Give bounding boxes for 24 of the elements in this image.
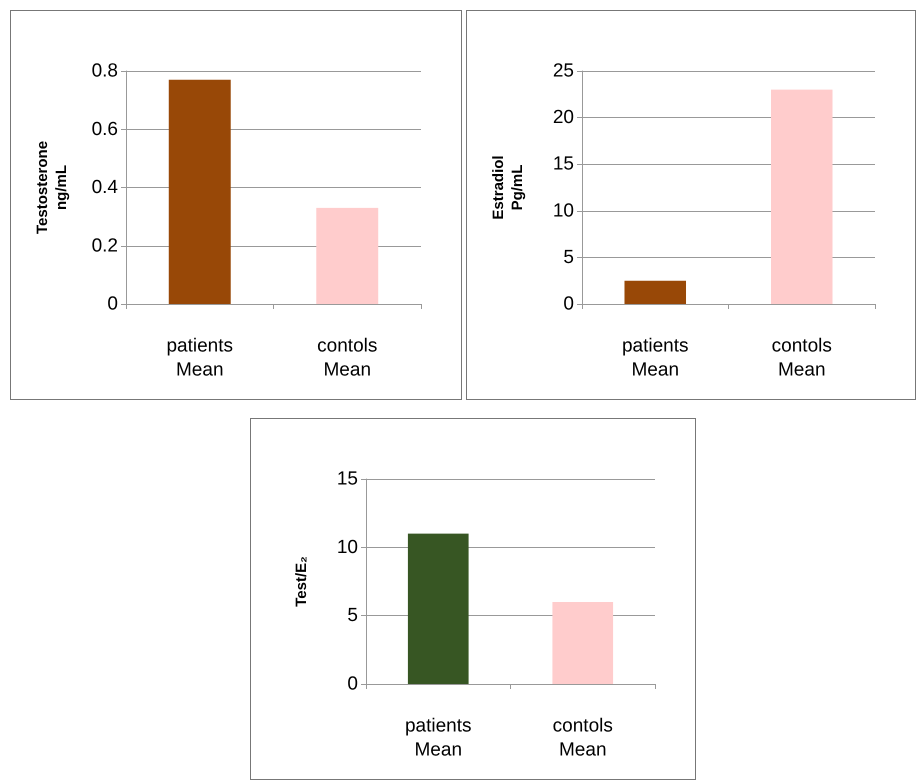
y-axis-title: Test/E₂ [293, 556, 310, 607]
y-tick-label: 0.2 [92, 235, 118, 256]
x-tick-label: patients Mean [622, 336, 689, 380]
y-tick-label: 5 [563, 246, 574, 268]
x-tick-label: patients Mean [166, 336, 234, 380]
y-tick-label: 0.6 [92, 118, 118, 140]
y-tick-label: 10 [552, 200, 574, 222]
y-tick-label: 0.8 [92, 60, 118, 82]
y-tick-label: 15 [336, 468, 358, 490]
y-axis-title: Estradiol Pg/mL [490, 155, 526, 220]
x-tick-label: contols Mean [317, 336, 378, 380]
y-tick-label: 25 [552, 60, 574, 82]
y-tick-label: 0 [107, 294, 118, 314]
y-tick-label: 0.4 [92, 177, 118, 198]
x-tick-label: patients Mean [404, 716, 472, 760]
x-tick-label: contols Mean [772, 336, 832, 380]
y-tick-label: 0 [563, 294, 574, 314]
y-tick-label: 10 [336, 536, 358, 558]
y-tick-label: 0 [347, 674, 358, 694]
y-axis-title: Testosterone ng/mL [34, 140, 70, 234]
y-tick-label: 20 [552, 107, 574, 128]
y-tick-label: 15 [552, 154, 574, 175]
x-tick-label: contols Mean [552, 716, 613, 760]
y-tick-label: 5 [347, 605, 358, 626]
